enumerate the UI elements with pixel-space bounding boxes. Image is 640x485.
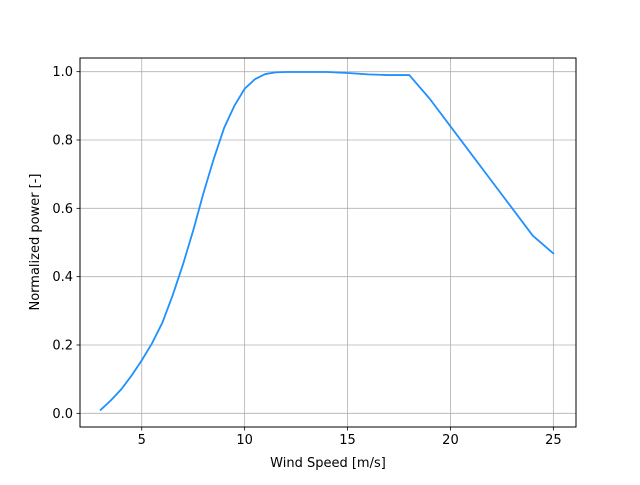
axis-ticks: 5 10 15 20 25 0.0 0.2 0.4 0.6 0.8 1.0 [52, 65, 561, 448]
y-axis-label: Normalized power [-] [28, 173, 43, 310]
y-tick-label: 0.2 [52, 339, 73, 354]
x-tick-label: 15 [339, 433, 356, 448]
x-tick-label: 10 [236, 433, 253, 448]
power-curve-line [99, 71, 555, 411]
x-axis-label: Wind Speed [m/s] [270, 456, 386, 471]
x-tick-label: 20 [442, 433, 459, 448]
plot-frame [79, 57, 577, 428]
y-tick-label: 0.4 [52, 270, 73, 285]
y-tick-label: 0.6 [52, 202, 73, 217]
series-layer [99, 71, 555, 411]
y-tick-label: 1.0 [52, 65, 73, 80]
x-tick-label: 5 [138, 433, 146, 448]
y-tick-label: 0.8 [52, 134, 73, 149]
y-tick-label: 0.0 [52, 407, 73, 422]
x-tick-label: 25 [545, 433, 562, 448]
